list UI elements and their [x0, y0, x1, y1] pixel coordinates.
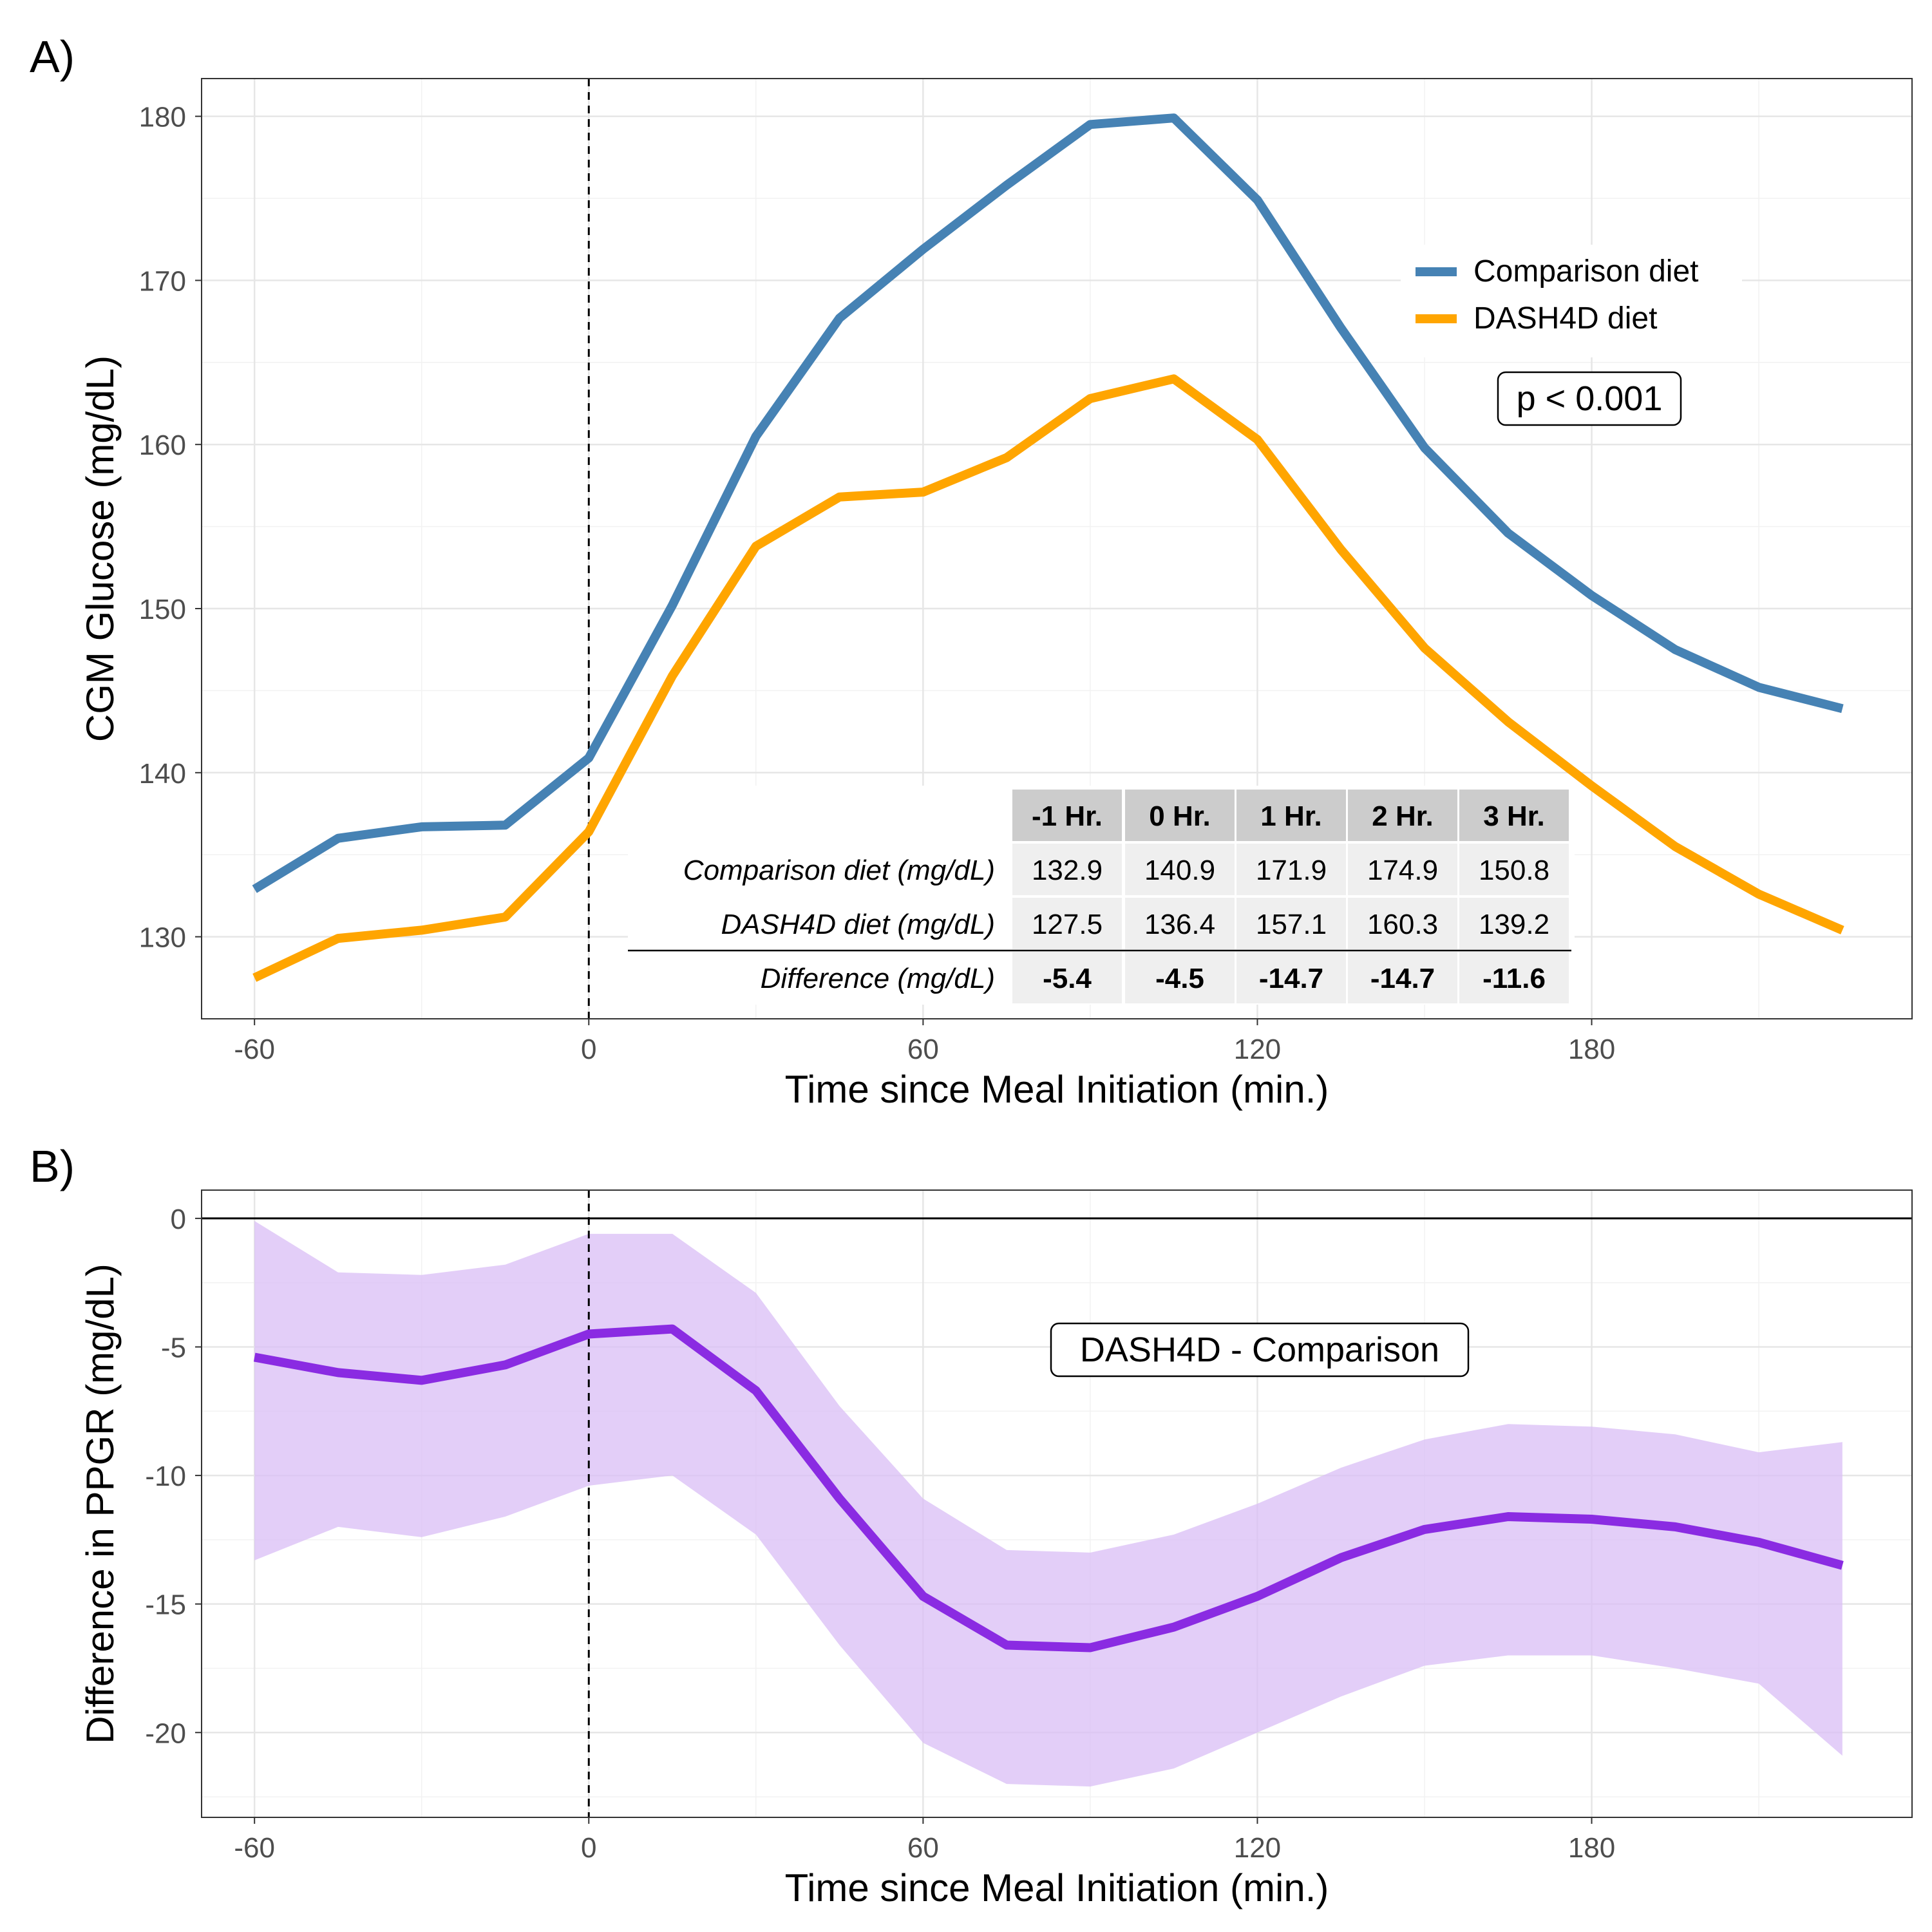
x-tick-label: 0: [581, 1034, 596, 1065]
difference-annotation-text: DASH4D - Comparison: [1080, 1331, 1439, 1369]
panel-a-y-ticks: 130 140 150 160 170 180: [139, 102, 202, 954]
table-cell: [1125, 952, 1235, 1003]
panel-b-y-axis-title: Difference in PPGR (mg/dL): [79, 1264, 122, 1744]
y-tick-label: 0: [171, 1204, 186, 1235]
difference-annotation: DASH4D - Comparison: [1050, 1322, 1470, 1378]
table-header-cell: [1012, 790, 1122, 841]
panel-b: B) -20 -15 -10 -5 0 -60 0 60 120 180 Time since …: [30, 1141, 1913, 1909]
panel-b-y-ticks: -20 -15 -10 -5 0: [145, 1204, 202, 1749]
x-tick-label: 120: [1234, 1832, 1281, 1864]
table-row-label: Difference (mg/dL): [761, 963, 995, 994]
y-tick-label: 140: [139, 758, 186, 790]
table-header-label: 1 Hr.: [1260, 800, 1321, 832]
table-cell: [1236, 844, 1346, 895]
table-cell: [1012, 844, 1122, 895]
y-tick-label: 160: [139, 430, 186, 461]
y-tick-label: 170: [139, 265, 186, 297]
table-header-label: 0 Hr.: [1149, 800, 1210, 832]
panel-a-y-axis-title: CGM Glucose (mg/dL): [79, 355, 122, 742]
x-tick-label: -60: [234, 1034, 275, 1065]
legend-label-dash4d: DASH4D diet: [1473, 301, 1657, 336]
x-tick-label: 180: [1568, 1832, 1615, 1864]
panel-a-border: [201, 78, 1913, 1019]
table-cell-value: 132.9: [1032, 855, 1103, 886]
table-cell-value: 139.2: [1479, 909, 1549, 940]
table-header-cell: [1236, 790, 1346, 841]
x-tick-label: -60: [234, 1832, 275, 1864]
table-cell: [1236, 952, 1346, 1003]
table-cell-value: -11.6: [1482, 963, 1546, 994]
table-header-cell: [1459, 790, 1569, 841]
p-value-text: p < 0.001: [1517, 379, 1663, 418]
panel-a: A) 130 140 150 160 170 180 -60 0 60 120 180 Time …: [30, 32, 1913, 1111]
y-tick-label: -20: [145, 1718, 186, 1749]
panel-b-series: [253, 1324, 1844, 1653]
table-row-label: Comparison diet (mg/dL): [683, 855, 995, 886]
panel-a-x-axis-title: Time since Meal Initiation (min.): [785, 1068, 1329, 1111]
table-cell: [1459, 844, 1569, 895]
table-cell-value: -4.5: [1155, 963, 1204, 994]
panel-b-x-axis-title: Time since Meal Initiation (min.): [785, 1866, 1329, 1909]
series-line-dash4d-comparison: [253, 1324, 1844, 1653]
table-cell-value: 136.4: [1144, 909, 1215, 940]
table-cell: [1348, 844, 1457, 895]
table-cell-value: 157.1: [1256, 909, 1327, 940]
table-cell-value: -14.7: [1370, 963, 1435, 994]
x-tick-label: 0: [581, 1832, 596, 1864]
table-cell: [1236, 898, 1346, 949]
series-line-dash4d-diet: [252, 374, 1844, 982]
legend-label-comparison: Comparison diet: [1473, 254, 1699, 289]
x-tick-label: 60: [907, 1034, 939, 1065]
y-tick-label: 150: [139, 594, 186, 625]
y-tick-label: 130: [139, 922, 186, 954]
x-tick-label: 60: [907, 1832, 939, 1864]
table-cell: [1012, 898, 1122, 949]
panel-b-confidence-band: [254, 1220, 1842, 1787]
legend: Comparison diet DASH4D diet: [1401, 245, 1742, 357]
x-tick-label: 180: [1568, 1034, 1615, 1065]
table-cell-value: 160.3: [1367, 909, 1438, 940]
y-tick-label: 180: [139, 102, 186, 133]
table-header-label: -1 Hr.: [1032, 800, 1103, 832]
panel-b-reference-lines: [202, 1190, 1912, 1817]
p-value-annotation: p < 0.001: [1497, 371, 1682, 426]
table-cell: [1125, 898, 1235, 949]
panel-b-border: [201, 1189, 1913, 1818]
x-tick-label: 120: [1234, 1034, 1281, 1065]
series-line-comparison-diet: [252, 113, 1844, 893]
table-cell: [1348, 898, 1457, 949]
y-tick-label: -10: [145, 1461, 186, 1492]
y-tick-label: -15: [145, 1589, 186, 1621]
table-cell-value: 140.9: [1144, 855, 1215, 886]
table-cell-value: -5.4: [1043, 963, 1092, 994]
panel-a-series: [252, 113, 1844, 982]
table-cell-value: 150.8: [1479, 855, 1549, 886]
table-cell: [1459, 898, 1569, 949]
panel-b-label: B): [30, 1141, 75, 1191]
confidence-band: [254, 1220, 1842, 1787]
summary-table: -1 Hr. 0 Hr. 1 Hr. 2 Hr. 3 Hr. Comparison die…: [628, 786, 1575, 1005]
panel-a-label: A): [30, 32, 75, 82]
table-row-label: DASH4D diet (mg/dL): [721, 909, 995, 940]
y-tick-label: -5: [161, 1332, 186, 1364]
table-header-cell: [1348, 790, 1457, 841]
table-cell-value: 127.5: [1032, 909, 1103, 940]
table-cell: [1012, 952, 1122, 1003]
table-cell-value: 174.9: [1367, 855, 1438, 886]
table-cell-value: -14.7: [1259, 963, 1323, 994]
table-header-label: 2 Hr.: [1372, 800, 1433, 832]
table-cell-value: 171.9: [1256, 855, 1327, 886]
table-header-cell: [1125, 790, 1235, 841]
panel-a-x-ticks: -60 0 60 120 180: [234, 1019, 1615, 1065]
panel-b-x-ticks: -60 0 60 120 180: [234, 1817, 1615, 1864]
table-header-label: 3 Hr.: [1483, 800, 1544, 832]
table-cell: [1348, 952, 1457, 1003]
table-cell: [1125, 844, 1235, 895]
table-cell: [1459, 952, 1569, 1003]
